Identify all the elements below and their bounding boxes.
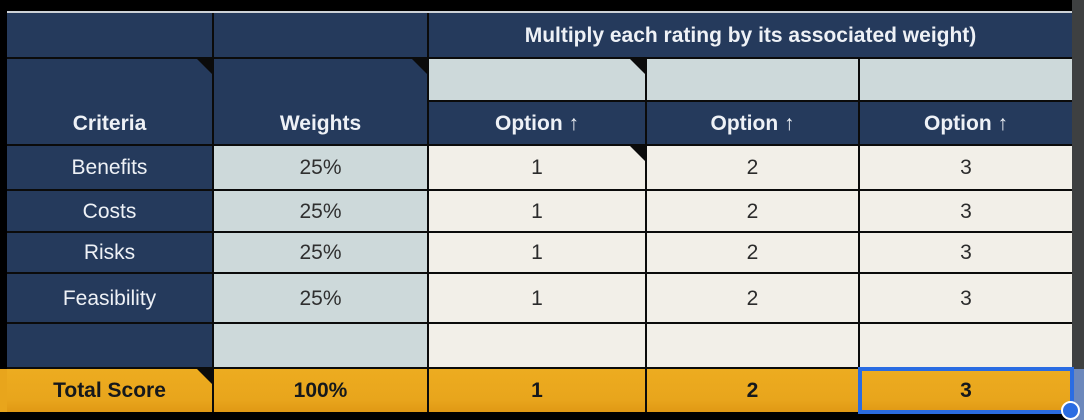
criteria-cell[interactable]: Feasibility: [7, 274, 212, 322]
empty-header-cell[interactable]: [214, 13, 427, 57]
criteria-cell[interactable]: Costs: [7, 191, 212, 231]
rating-cell[interactable]: 2: [647, 191, 858, 231]
option-column-header-1[interactable]: Option ↑: [429, 102, 645, 144]
criteria-header-label: Criteria: [72, 112, 147, 135]
option-column-header-2[interactable]: Option ↑: [647, 102, 858, 144]
empty-strip-cell[interactable]: [429, 59, 645, 100]
rating-cell[interactable]: 1: [429, 233, 645, 272]
weight-cell[interactable]: 25%: [214, 191, 427, 231]
total-score-cell[interactable]: 2: [647, 369, 858, 412]
corner-notch: [630, 59, 645, 74]
table-title[interactable]: Multiply each rating by its associated w…: [429, 13, 1072, 57]
total-score-cell[interactable]: 1: [429, 369, 645, 412]
corner-notch: [630, 146, 645, 161]
weights-column-header[interactable]: Weights: [214, 59, 427, 144]
corner-notch: [197, 59, 212, 74]
weight-cell[interactable]: 25%: [214, 146, 427, 189]
total-score-cell-selected[interactable]: 3: [858, 367, 1080, 420]
rating-cell[interactable]: 2: [647, 146, 858, 189]
rating-cell[interactable]: 2: [647, 274, 858, 322]
empty-weight-cell[interactable]: [214, 324, 427, 367]
corner-notch: [197, 369, 212, 384]
criteria-cell[interactable]: Benefits: [7, 146, 212, 189]
empty-header-cell[interactable]: [7, 13, 212, 57]
fill-handle[interactable]: [1061, 401, 1080, 420]
rating-cell[interactable]: 3: [860, 233, 1072, 272]
weights-header-label: Weights: [279, 112, 362, 135]
criteria-column-header[interactable]: Criteria: [7, 59, 212, 144]
corner-notch: [412, 59, 427, 74]
rating-value: 1: [531, 156, 543, 179]
total-score-label-cell[interactable]: Total Score: [7, 369, 212, 412]
empty-strip-cell[interactable]: [647, 59, 858, 100]
rating-cell[interactable]: 3: [860, 274, 1072, 322]
empty-criteria-cell[interactable]: [7, 324, 212, 367]
decision-matrix-table: Multiply each rating by its associated w…: [7, 13, 1080, 420]
weight-cell[interactable]: 25%: [214, 233, 427, 272]
empty-rating-cell[interactable]: [860, 324, 1072, 367]
empty-strip-cell[interactable]: [860, 59, 1072, 100]
rating-cell[interactable]: 1: [429, 146, 645, 189]
gold-row-bleed: [0, 369, 9, 412]
rating-cell[interactable]: 2: [647, 233, 858, 272]
rating-cell[interactable]: 1: [429, 274, 645, 322]
table-top-edge: [7, 11, 1072, 13]
rating-cell[interactable]: 3: [860, 191, 1072, 231]
option-column-header-3[interactable]: Option ↑: [860, 102, 1072, 144]
weight-cell[interactable]: 25%: [214, 274, 427, 322]
criteria-cell[interactable]: Risks: [7, 233, 212, 272]
total-score-label: Total Score: [53, 379, 166, 402]
total-weight-cell[interactable]: 100%: [214, 369, 427, 412]
empty-rating-cell[interactable]: [647, 324, 858, 367]
total-score-value: 3: [960, 379, 972, 402]
rating-cell[interactable]: 3: [860, 146, 1072, 189]
right-margin: [1072, 0, 1084, 369]
rating-cell[interactable]: 1: [429, 191, 645, 231]
empty-rating-cell[interactable]: [429, 324, 645, 367]
